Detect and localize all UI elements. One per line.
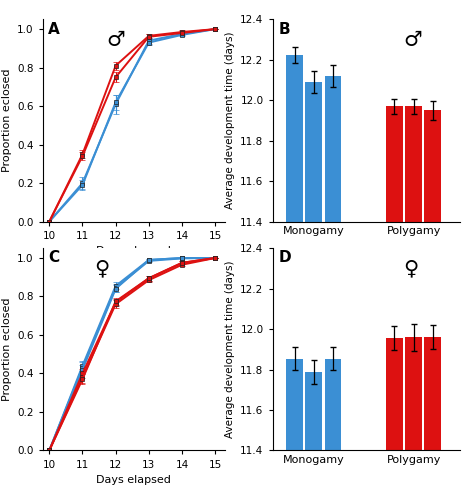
Bar — [386, 338, 403, 487]
Bar — [305, 82, 322, 487]
Text: ♀: ♀ — [403, 259, 419, 279]
Bar — [325, 358, 341, 487]
Bar — [305, 372, 322, 487]
Bar — [386, 106, 403, 487]
Y-axis label: Proportion eclosed: Proportion eclosed — [1, 298, 11, 401]
Text: D: D — [278, 250, 291, 265]
Text: B: B — [278, 21, 290, 37]
Bar — [325, 76, 341, 487]
Y-axis label: Average development time (days): Average development time (days) — [225, 261, 235, 438]
X-axis label: Days elapsed: Days elapsed — [97, 475, 171, 485]
Bar — [424, 111, 441, 487]
Bar — [405, 106, 422, 487]
Text: C: C — [48, 250, 59, 265]
Bar — [424, 337, 441, 487]
Bar — [286, 55, 303, 487]
Text: A: A — [48, 21, 60, 37]
Y-axis label: Average development time (days): Average development time (days) — [225, 32, 235, 209]
Text: ♂: ♂ — [403, 30, 422, 50]
Text: ♀: ♀ — [94, 259, 109, 279]
Text: ♂: ♂ — [107, 30, 125, 50]
X-axis label: Days elapsed: Days elapsed — [97, 246, 171, 256]
Bar — [405, 337, 422, 487]
Bar — [286, 358, 303, 487]
Y-axis label: Proportion eclosed: Proportion eclosed — [1, 69, 11, 172]
